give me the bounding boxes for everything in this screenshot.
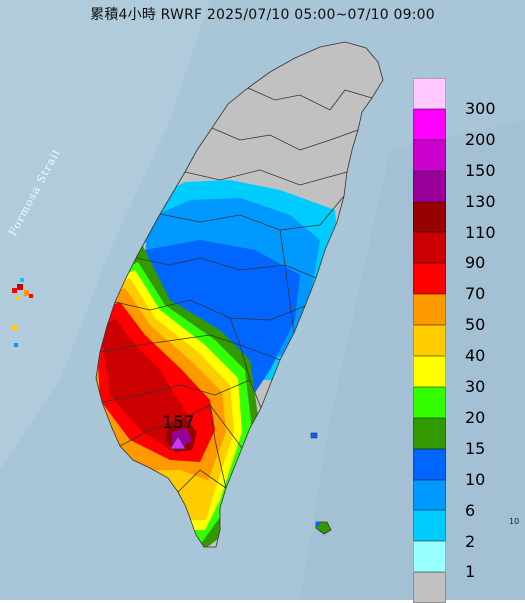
- edge-mark: 10: [509, 517, 520, 526]
- legend-swatch: [413, 263, 446, 295]
- legend-label: 90: [465, 253, 486, 273]
- legend-label: 10: [465, 469, 486, 489]
- legend-label: 1: [465, 562, 476, 582]
- legend-swatch: [413, 510, 446, 542]
- rain-band-90mm: [100, 318, 195, 450]
- legend-swatch: [413, 170, 446, 202]
- legend-swatch: [413, 572, 446, 603]
- legend-label: 70: [465, 284, 486, 304]
- max-rainfall-marker-icon: [169, 435, 187, 450]
- legend-swatch: [413, 139, 446, 171]
- legend-swatch: [413, 232, 446, 264]
- legend-swatch: [413, 448, 446, 480]
- penghu-islands: [12, 278, 33, 347]
- shallow-shelf: [0, 0, 210, 470]
- deep-ocean-texture: [300, 120, 525, 600]
- legend-label: 6: [465, 500, 476, 520]
- legend-swatch: [413, 201, 446, 233]
- legend-label: 15: [465, 438, 486, 458]
- legend-label: 130: [465, 191, 496, 211]
- green-island: [310, 432, 318, 439]
- legend-swatch: [413, 356, 446, 387]
- legend-swatch: [413, 417, 446, 449]
- legend-label: 110: [465, 222, 496, 242]
- county-boundaries: [95, 41, 384, 548]
- rainfall-legend: [413, 78, 447, 603]
- legend-label: 2: [465, 531, 476, 551]
- legend-swatch: [413, 294, 446, 326]
- legend-swatch: [413, 325, 446, 357]
- legend-swatch: [413, 541, 446, 573]
- orchid-island: [315, 521, 332, 535]
- legend-label: 50: [465, 315, 486, 335]
- legend-label: 150: [465, 160, 496, 180]
- legend-label: 40: [465, 346, 486, 366]
- legend-swatch: [413, 386, 446, 418]
- legend-swatch: [413, 78, 446, 109]
- legend-label: 20: [465, 407, 486, 427]
- legend-swatch: [413, 108, 446, 140]
- legend-label: 30: [465, 377, 486, 396]
- max-rainfall-label: 157: [162, 413, 195, 433]
- legend-label: 200: [465, 129, 496, 149]
- map-title: 累積4小時 RWRF 2025/07/10 05:00~07/10 09:00: [90, 7, 435, 23]
- legend-swatch: [413, 479, 446, 511]
- legend-label: 300: [465, 98, 496, 118]
